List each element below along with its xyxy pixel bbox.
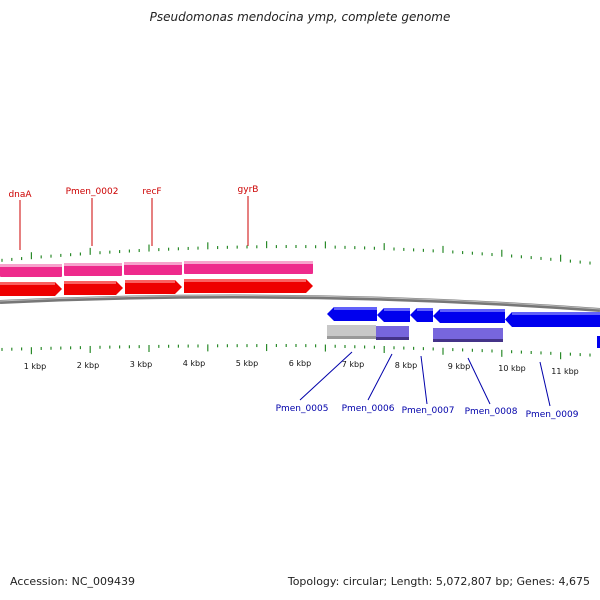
- leader-line-pmen0008: [467, 357, 491, 405]
- gene-arrow-pmen0009: [505, 312, 600, 327]
- reverse-band-purple-edge: [433, 339, 503, 342]
- gene-arrow-dnaA: [0, 282, 62, 296]
- tick-row-bottom: [1, 344, 591, 360]
- kbp-label-1: 1 kbp: [24, 362, 46, 371]
- gene-label-gyrB[interactable]: gyrB: [238, 185, 259, 195]
- gene-label-pmen0008[interactable]: Pmen_0008: [465, 407, 518, 417]
- gene-arrow-pmen0006-shine: [384, 308, 410, 311]
- gene-arrow-pmen0007-shine: [417, 308, 433, 311]
- kbp-scale-labels: 1 kbp 2 kbp 3 kbp 4 kbp 5 kbp 6 kbp 7 kb…: [24, 359, 579, 376]
- gene-label-recF[interactable]: recF: [142, 187, 161, 197]
- gene-arrow-recF: [125, 280, 182, 294]
- gene-arrow-gyrB: [184, 279, 313, 293]
- kbp-label-2: 2 kbp: [77, 361, 99, 370]
- leader-line-pmen0007: [420, 355, 428, 405]
- leader-line-pmen0006: [367, 353, 393, 401]
- gene-arrow-pmen0002: [64, 281, 123, 295]
- kbp-label-10: 10 kbp: [498, 364, 526, 373]
- accession-label: Accession: NC_009439: [10, 575, 136, 588]
- forward-band-highlight: [0, 264, 62, 267]
- forward-band-segment: [0, 264, 62, 277]
- leader-line-pmen0005: [299, 351, 353, 401]
- kbp-label-6: 6 kbp: [289, 359, 311, 368]
- gene-arrow-pmen0006: [377, 308, 410, 322]
- genome-summary: Topology: circular; Length: 5,072,807 bp…: [287, 575, 590, 588]
- reverse-gene-band: [327, 325, 503, 342]
- reverse-band-purple-edge: [376, 337, 409, 340]
- reverse-band-purple: [376, 326, 409, 339]
- map-title: Pseudomonas mendocina ymp, complete geno…: [149, 10, 451, 24]
- genome-backbone-highlight: [0, 295, 600, 310]
- reverse-gene-labels: Pmen_0005 Pmen_0006 Pmen_0007 Pmen_0008 …: [276, 351, 579, 420]
- kbp-label-7: 7 kbp: [342, 360, 364, 369]
- gene-arrow-pmen0007: [410, 308, 433, 322]
- forward-band-segment: [124, 262, 182, 275]
- forward-band-segment: [184, 261, 313, 274]
- kbp-label-3: 3 kbp: [130, 360, 152, 369]
- kbp-label-9: 9 kbp: [448, 362, 470, 371]
- forward-gene-band: [0, 261, 313, 277]
- gene-arrow-edge: [597, 336, 600, 348]
- gene-arrow-gyrB-shine: [184, 279, 306, 282]
- reverse-band-grey: [327, 325, 376, 338]
- reverse-gene-arrows: [327, 307, 600, 348]
- reverse-band-grey-edge: [327, 336, 376, 339]
- gene-arrow-pmen0002-shine: [64, 281, 116, 284]
- gene-arrow-pmen0008-shine: [440, 309, 505, 312]
- kbp-label-5: 5 kbp: [236, 359, 258, 368]
- gene-label-pmen0007[interactable]: Pmen_0007: [402, 406, 455, 416]
- genome-backbone: [0, 294, 600, 312]
- forward-band-highlight: [124, 262, 182, 265]
- reverse-band-purple: [433, 328, 503, 341]
- gene-arrow-pmen0005: [327, 307, 377, 321]
- kbp-label-8: 8 kbp: [395, 361, 417, 370]
- leader-line-pmen0009: [539, 361, 551, 407]
- gene-label-dnaA[interactable]: dnaA: [8, 190, 32, 200]
- gene-arrow-dnaA-shine: [0, 282, 55, 285]
- forward-band-segment: [64, 263, 122, 276]
- gene-label-pmen0005[interactable]: Pmen_0005: [276, 404, 329, 414]
- kbp-label-11: 11 kbp: [551, 367, 579, 376]
- forward-gene-arrows: [0, 279, 313, 296]
- forward-band-highlight: [64, 263, 122, 266]
- kbp-label-4: 4 kbp: [183, 359, 205, 368]
- gene-arrow-pmen0005-shine: [334, 307, 377, 310]
- forward-band-highlight: [184, 261, 313, 264]
- gene-label-pmen0009[interactable]: Pmen_0009: [526, 410, 579, 420]
- gene-arrow-pmen0009-shine: [512, 312, 600, 315]
- gene-arrow-pmen0008: [433, 309, 505, 323]
- gene-arrow-recF-shine: [125, 280, 175, 283]
- forward-gene-labels: dnaA Pmen_0002 recF gyrB: [8, 185, 258, 250]
- tick-row-top: [1, 241, 591, 265]
- gene-label-pmen0006[interactable]: Pmen_0006: [342, 404, 395, 414]
- gene-label-pmen0002[interactable]: Pmen_0002: [66, 187, 119, 197]
